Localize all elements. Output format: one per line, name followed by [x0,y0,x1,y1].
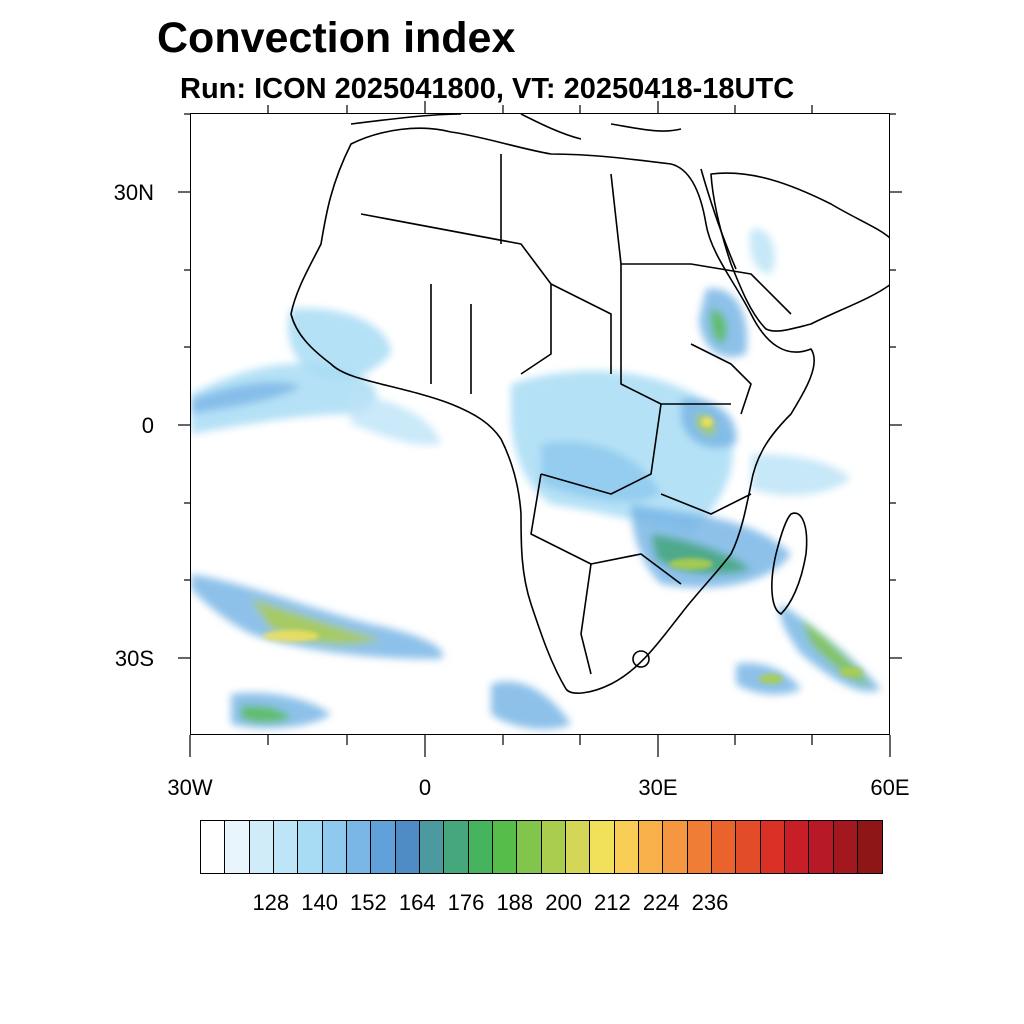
lon-label-30e: 30E [638,775,678,800]
country-border [690,263,792,315]
colorbar-cell [590,821,615,873]
colorbar-cell [492,821,518,873]
colorbar-cell [298,821,323,873]
convection-hot-spot [701,417,713,427]
red-sea-coastline [700,168,737,270]
lon-label-60e: 60E [870,775,910,800]
country-border [430,284,472,394]
convection-area-southwest-core [241,705,291,723]
colorbar-cell [273,821,299,873]
colorbar-cell [711,821,737,873]
map-title: Convection index [157,14,516,62]
country-border [520,284,552,375]
lat-label-30n: 30N [113,180,154,205]
convection-area-ethiopia-core [710,309,727,344]
colorbar-tick-label: 236 [691,890,729,915]
colorbar-tick-label: 188 [496,890,534,915]
colorbar-cell [322,821,347,873]
convection-hot-spot [669,558,713,570]
colorbar-cell [736,821,761,873]
lon-label-30w: 30W [167,775,213,800]
colorbar-tick-label: 152 [350,890,387,915]
convection-hot-spot [759,674,783,684]
map-plot-area [190,113,890,735]
colorbar-cell [225,821,250,873]
colorbar-cell [784,821,810,873]
country-border [610,173,691,265]
country-border [360,213,612,374]
colorbar-cell [565,821,591,873]
colorbar-tick-label: 176 [447,890,485,915]
colorbar-cell [614,821,639,873]
colorbar-cell [663,821,688,873]
colorbar-tick-label: 212 [594,890,631,915]
colorbar-cell [760,821,785,873]
convection-area-gulf [351,394,441,445]
colorbar-cell [809,821,834,873]
colorbar-cell [201,821,226,873]
colorbar-tick-label: 128 [252,890,290,915]
country-border [580,563,592,675]
madagascar-coastline [771,512,808,615]
lon-label-0: 0 [418,775,432,800]
convection-area-west-africa [288,308,391,381]
map-subtitle: Run: ICON 2025041800, VT: 20250418-18UTC [180,73,795,105]
convection-area-south-atlantic [191,574,443,659]
colorbar-tick-label: 164 [398,890,436,915]
colorbar-cell [687,821,712,873]
colorbar-cell [419,821,445,873]
convection-area-itcz [191,363,377,434]
colorbar-cell [395,821,420,873]
arabia-coastline [710,172,889,332]
convection-hot-spots [263,417,863,684]
colorbar-tick-label: 140 [301,890,338,915]
colorbar-cell [444,821,469,873]
convection-area-central-africa [511,370,733,534]
colorbar [200,820,884,874]
colorbar-cell [833,821,858,873]
colorbar-cell [249,821,274,873]
colorbar-cell [857,821,883,873]
convection-area-itcz-core [191,381,301,414]
colorbar-tick-label: 200 [545,890,582,915]
convection-hot-spot [839,667,863,677]
colorbar-cell [541,821,566,873]
convection-area-south-of-africa [491,681,571,730]
colorbar-tick-label: 224 [642,890,680,915]
lat-label-0: 0 [141,413,154,438]
convection-area-indian-ocean [751,454,851,496]
country-border [660,493,752,515]
lesotho-border [632,650,650,668]
lat-label-30s: 30S [114,646,154,671]
europe-coastline-fragment [350,114,682,140]
convection-field-layer [191,228,881,730]
country-border [690,343,752,415]
map-svg [191,114,889,730]
colorbar-cell [346,821,372,873]
coastlines-and-borders [290,114,889,694]
colorbar-cell [468,821,493,873]
convection-area-southern-africa [631,504,791,588]
colorbar-cell [638,821,664,873]
colorbar-cell [371,821,396,873]
convection-area-arabia [749,228,775,274]
convection-hot-spot [263,630,319,642]
africa-coastline [290,127,816,694]
country-border [620,264,731,405]
country-border [540,403,662,495]
colorbar-cell [517,821,542,873]
convection-area-congo-core [541,441,661,502]
